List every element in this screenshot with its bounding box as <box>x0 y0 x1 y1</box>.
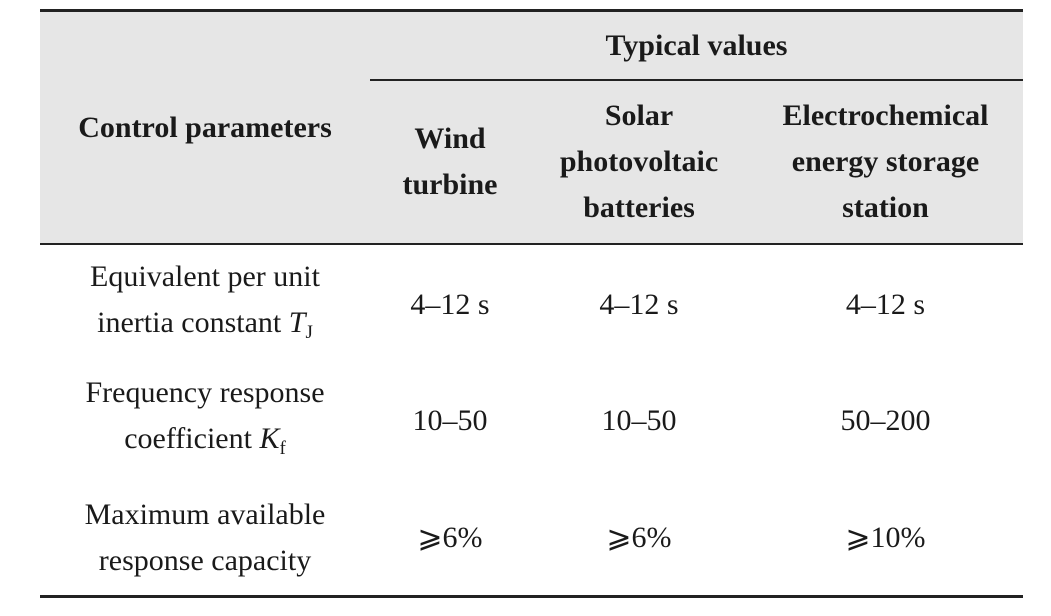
table-row-1-solar: 4–12 s <box>530 255 748 355</box>
header-solar-photovoltaic: Solar photovoltaic batteries <box>530 81 748 243</box>
table-row-3-storage: ⩾10% <box>748 488 1023 588</box>
row-3-wind-value: ⩾6% <box>417 521 483 554</box>
header-wind-turbine: Wind turbine <box>370 81 530 243</box>
header-wind-turbine-label: Wind turbine <box>402 122 498 201</box>
table-row-3-solar: ⩾6% <box>530 488 748 588</box>
row-1-parameter-text: Equivalent per unit inertia constant <box>90 260 320 339</box>
row-2-parameter-symbol: K <box>259 422 280 455</box>
bottom-rule <box>40 595 1023 598</box>
header-control-parameters-label: Control parameters <box>78 110 332 144</box>
table-row-2-parameter: Frequency response coefficient Kf <box>40 371 370 471</box>
table-row-1-wind: 4–12 s <box>370 255 530 355</box>
header-typical-values-label: Typical values <box>605 28 788 62</box>
header-typical-values: Typical values <box>370 12 1023 79</box>
table-row-2-storage: 50–200 <box>748 371 1023 471</box>
row-1-parameter-subscript: J <box>305 322 313 343</box>
group-header-rule <box>370 79 1023 81</box>
row-2-solar-value: 10–50 <box>601 404 677 437</box>
row-2-storage-value: 50–200 <box>840 404 931 437</box>
row-1-wind-value: 4–12 s <box>410 288 490 321</box>
row-3-storage-value: ⩾10% <box>845 521 926 554</box>
top-rule <box>40 9 1023 12</box>
table-row-1-parameter: Equivalent per unit inertia constant TJ <box>40 255 370 355</box>
header-solar-photovoltaic-label: Solar photovoltaic batteries <box>559 99 719 224</box>
header-bottom-rule <box>40 243 1023 245</box>
header-control-parameters: Control parameters <box>40 12 370 243</box>
row-3-solar-value: ⩾6% <box>606 521 672 554</box>
table-row-3-parameter: Maximum available response capacity <box>40 488 370 588</box>
header-energy-storage-label: Electrochemical energy storage station <box>782 99 989 224</box>
table-row-1-storage: 4–12 s <box>748 255 1023 355</box>
row-1-storage-value: 4–12 s <box>845 288 926 321</box>
table-header-background <box>40 12 1023 243</box>
table-row-2-solar: 10–50 <box>530 371 748 471</box>
header-energy-storage: Electrochemical energy storage station <box>748 81 1023 243</box>
row-1-solar-value: 4–12 s <box>599 288 679 321</box>
row-2-parameter-subscript: f <box>279 438 286 459</box>
table-row-2-wind: 10–50 <box>370 371 530 471</box>
row-3-parameter-text: Maximum available response capacity <box>84 498 326 577</box>
row-1-parameter-symbol: T <box>288 306 306 339</box>
table-row-3-wind: ⩾6% <box>370 488 530 588</box>
row-2-parameter-text: Frequency response coefficient <box>85 376 325 455</box>
row-2-wind-value: 10–50 <box>412 404 488 437</box>
